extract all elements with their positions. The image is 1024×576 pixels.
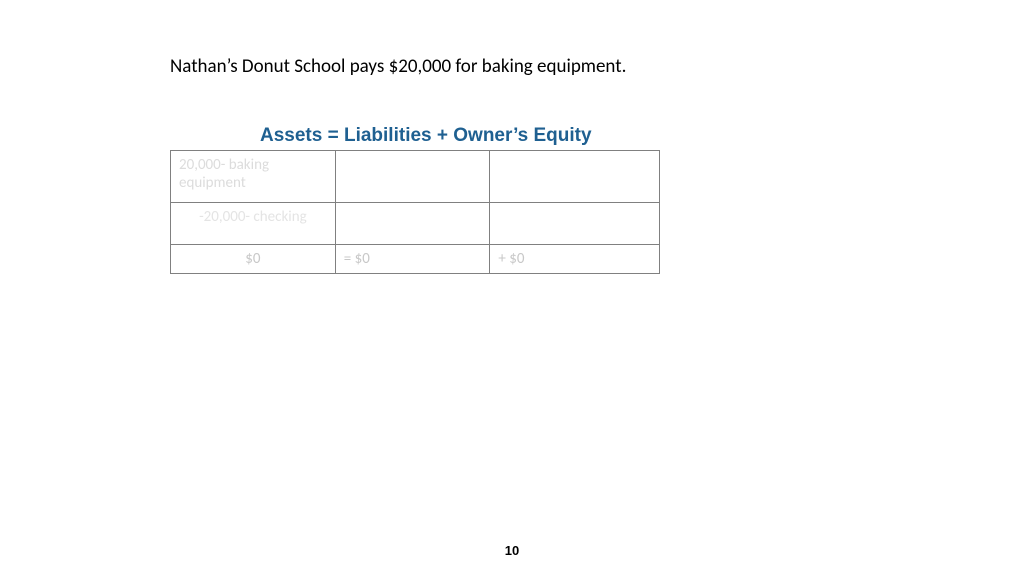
cell-equity-row1	[490, 151, 660, 203]
cell-equity-total: + $0	[490, 245, 660, 274]
table-row: -20,000- checking	[171, 203, 660, 245]
cell-liabilities-row2	[335, 203, 490, 245]
page-number: 10	[0, 543, 1024, 558]
transaction-description: Nathan’s Donut School pays $20,000 for b…	[170, 55, 626, 78]
cell-equity-row2	[490, 203, 660, 245]
table-row: 20,000- baking equipment	[171, 151, 660, 203]
cell-assets-row2: -20,000- checking	[171, 203, 336, 245]
accounting-equation-header: Assets = Liabilities + Owner’s Equity	[260, 125, 592, 147]
cell-assets-total: $0	[171, 245, 336, 274]
cell-liabilities-total: = $0	[335, 245, 490, 274]
accounting-equation-table: 20,000- baking equipment -20,000- checki…	[170, 150, 660, 274]
table-row: $0 = $0 + $0	[171, 245, 660, 274]
cell-assets-row1: 20,000- baking equipment	[171, 151, 336, 203]
cell-liabilities-row1	[335, 151, 490, 203]
